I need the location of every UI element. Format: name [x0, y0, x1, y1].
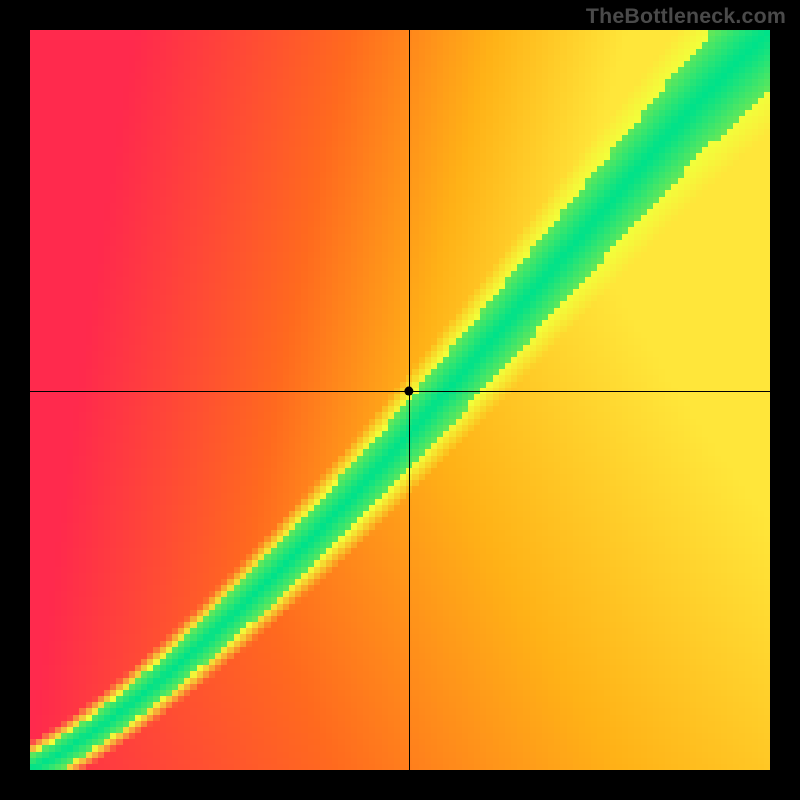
bottleneck-heatmap — [30, 30, 770, 770]
chart-container: TheBottleneck.com — [0, 0, 800, 800]
watermark-text: TheBottleneck.com — [586, 4, 786, 29]
